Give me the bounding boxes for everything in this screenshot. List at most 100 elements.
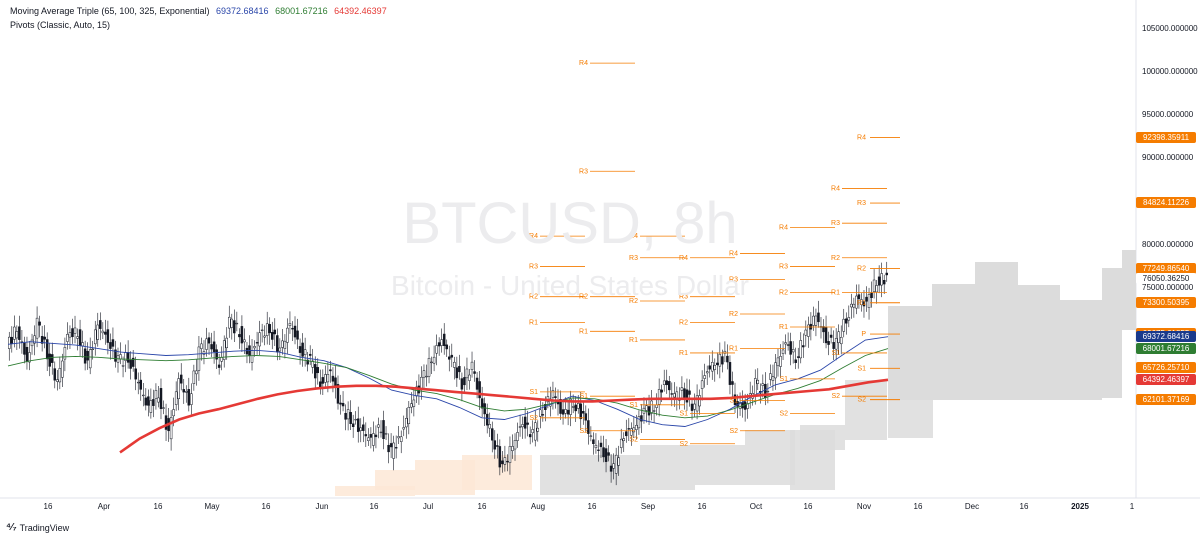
candle-body (599, 442, 603, 448)
candle-body (650, 400, 653, 414)
candle-body (665, 380, 668, 386)
pivot-label-latest: P (861, 331, 866, 338)
pivot-label-r4: R4 (529, 233, 538, 240)
candle-body (670, 393, 674, 395)
candle-body (501, 460, 504, 465)
candle-body (435, 345, 438, 354)
candle-body (842, 318, 845, 332)
candle-body (488, 424, 491, 429)
candle-body (453, 361, 456, 368)
candle-body (430, 361, 433, 364)
candle-body (13, 326, 16, 340)
candle-body (96, 324, 100, 340)
projected-pivot-zone (1060, 300, 1102, 400)
time-axis-tick: Aug (530, 502, 546, 511)
candle-body (286, 327, 289, 343)
pivot-label-r3: R3 (679, 294, 688, 301)
candle-body (882, 279, 886, 285)
time-axis-tick: 16 (369, 502, 379, 511)
candle-body (837, 331, 840, 343)
pivot-label-s1: S1 (779, 376, 788, 383)
candle-body (377, 424, 380, 428)
price-label: 84824.11226 (1136, 197, 1196, 209)
candle-body (187, 389, 191, 406)
time-axis-tick: 16 (43, 502, 53, 511)
candle-body (579, 403, 583, 420)
time-axis-tick: Dec (964, 502, 980, 511)
candle-body (850, 303, 853, 308)
candle-body (627, 428, 631, 430)
candle-body (207, 337, 211, 344)
price-axis-tick: 95000.000000 (1142, 110, 1194, 120)
candle-body (212, 341, 216, 352)
pivot-label-r1: R1 (679, 350, 688, 357)
description-watermark: Bitcoin - United States Dollar (391, 270, 749, 301)
candle-body (238, 334, 241, 338)
candle-body (126, 352, 130, 363)
candle-body (774, 362, 777, 379)
candle-body (121, 365, 125, 367)
candle-body (551, 390, 555, 398)
pivot-label-r1: R1 (831, 289, 840, 296)
candle-body (298, 346, 302, 353)
candle-body (860, 299, 863, 306)
candle-body (688, 390, 691, 395)
candle-body (222, 340, 226, 360)
candle-body (549, 398, 552, 407)
candle-body (432, 356, 436, 364)
candle-body (781, 349, 785, 354)
candle-body (389, 443, 393, 448)
candle-body (437, 342, 441, 347)
candle-body (526, 422, 529, 425)
candle-body (399, 436, 403, 442)
candle-body (779, 356, 782, 367)
pivot-range-shade (745, 430, 795, 485)
legend-pivots[interactable]: Pivots (Classic, Auto, 15) (10, 20, 110, 30)
candle-body (705, 371, 709, 374)
candle-body (766, 390, 770, 393)
pivot-range-shade (800, 425, 845, 450)
candle-body (511, 446, 514, 451)
candle-body (574, 404, 577, 412)
candle-body (99, 320, 102, 329)
candle-body (463, 377, 466, 386)
candle-body (845, 318, 848, 324)
candle-body (369, 434, 373, 438)
candle-body (594, 444, 598, 449)
pivot-range-shade (335, 486, 415, 496)
candle-body (172, 409, 175, 417)
candle-body (397, 436, 400, 439)
candle-body (622, 438, 625, 441)
candle-body (713, 365, 717, 370)
tradingview-brand[interactable]: ⁴⁄₇ TradingView (6, 522, 69, 533)
pivot-label-s2: S2 (579, 428, 588, 435)
candle-body (420, 376, 423, 390)
pivot-label-r2: R2 (629, 298, 638, 305)
candle-body (822, 326, 825, 333)
candle-body (159, 388, 163, 409)
pivot-label-r4: R4 (679, 255, 688, 262)
candle-body (407, 407, 411, 424)
projected-pivot-zone (888, 306, 933, 400)
pivot-label-r1: R1 (529, 320, 538, 327)
candle-body (18, 326, 21, 340)
candle-body (604, 448, 608, 462)
candle-body (8, 336, 11, 349)
candle-body (614, 454, 618, 474)
price-label: 92398.35911 (1136, 131, 1196, 143)
pivot-label-r1: R1 (629, 337, 638, 344)
candle-body (205, 338, 208, 350)
candle-body (293, 325, 297, 338)
legend-moving-average-triple[interactable]: Moving Average Triple (65, 100, 325, Exp… (10, 6, 387, 16)
price-label: 69372.68416 (1136, 330, 1196, 342)
candle-body (442, 333, 446, 346)
candle-body (311, 360, 314, 368)
pivot-range-shade (375, 470, 415, 490)
legend-value-ema325: 64392.46397 (334, 6, 387, 16)
candle-body (877, 276, 881, 286)
time-axis-tick: Oct (749, 502, 763, 511)
candle-body (680, 387, 684, 391)
candle-body (164, 415, 168, 430)
pivot-label-r3: R3 (629, 255, 638, 262)
